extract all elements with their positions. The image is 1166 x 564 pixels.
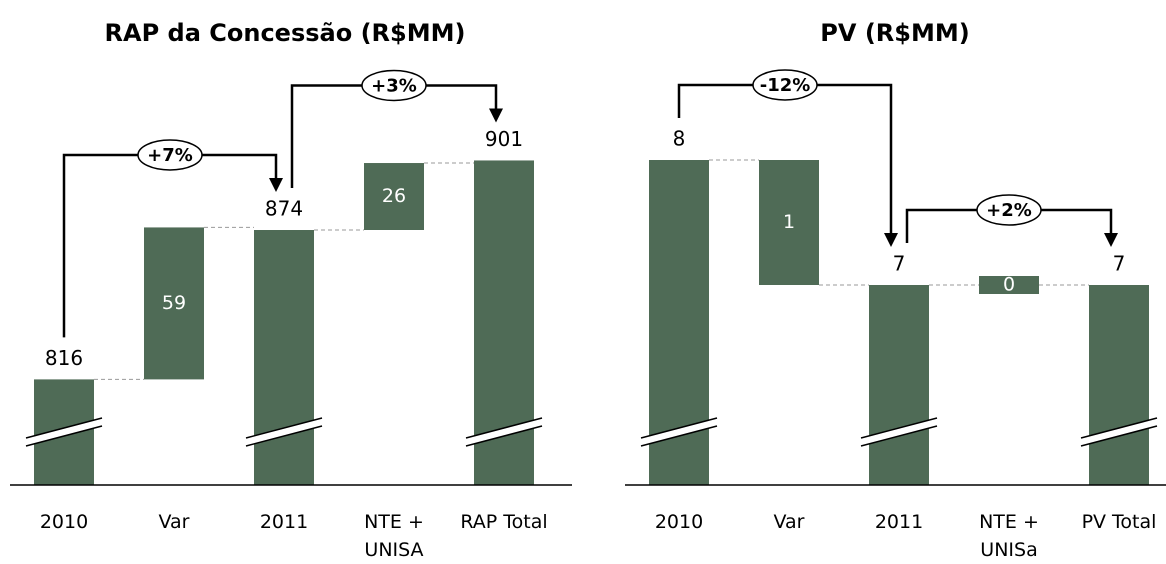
- value-label: 901: [485, 127, 523, 151]
- value-label: 874: [265, 197, 303, 221]
- axis-break-line: [25, 417, 103, 439]
- annotation: +7%: [147, 145, 193, 166]
- category-label: 2011: [874, 511, 924, 533]
- bar: [979, 276, 1039, 294]
- arrow-head: [489, 108, 503, 123]
- category-label: NTE + UNISa: [979, 511, 1039, 561]
- axis-break: [246, 418, 322, 446]
- bar: [254, 230, 314, 485]
- axis-break-line: [245, 425, 323, 447]
- axis-break-line: [640, 425, 718, 447]
- bar: [1089, 285, 1149, 485]
- category-label: 2010: [654, 511, 704, 533]
- axis-break: [1081, 418, 1157, 446]
- x-tick-label: NTE + UNISA: [364, 511, 424, 561]
- annotation: +2%: [986, 200, 1032, 221]
- value-label: 59: [162, 292, 186, 314]
- annotation-bubble: [752, 69, 818, 101]
- axis-break-line: [25, 425, 103, 447]
- bar: [759, 160, 819, 285]
- axis-break: [26, 418, 102, 446]
- category-label: RAP Total: [460, 511, 548, 533]
- annotation-bubble: [361, 69, 427, 102]
- category-label: PV Total: [1081, 511, 1157, 533]
- axis-break: [466, 418, 542, 446]
- axis-break-line: [465, 425, 543, 447]
- value-label: 7: [893, 252, 906, 276]
- axis-break-line: [1080, 425, 1158, 447]
- annotation-bubble: [137, 139, 203, 171]
- axis-break-line: [640, 417, 718, 439]
- value-label: 7: [1113, 252, 1126, 276]
- value-label: 1: [783, 211, 795, 233]
- category-label: 2010: [39, 511, 89, 533]
- axis-break-line: [465, 417, 543, 439]
- arrow-head: [1104, 233, 1118, 247]
- annotation: +3%: [371, 75, 417, 96]
- x-tick-label: Var: [158, 511, 190, 533]
- x-tick-label: PV Total: [1081, 511, 1157, 533]
- category-label: Var: [158, 511, 190, 533]
- arrow-head: [884, 233, 898, 247]
- chart-title: RAP da Concessão (R$MM): [105, 19, 466, 47]
- x-tick-label: 2010: [654, 511, 704, 533]
- axis-break-line: [245, 417, 323, 439]
- value-label: 816: [45, 346, 83, 370]
- x-tick-label: 2010: [39, 511, 89, 533]
- bar: [364, 163, 424, 230]
- x-tick-label: Var: [773, 511, 805, 533]
- axis-break-line: [860, 425, 938, 447]
- axis-break-line: [1080, 417, 1158, 439]
- category-label: 2011: [259, 511, 309, 533]
- axis-break: [641, 418, 717, 446]
- value-label: 8: [673, 127, 686, 151]
- x-tick-label: 2011: [259, 511, 309, 533]
- category-label: NTE + UNISA: [364, 511, 424, 561]
- arrow-head: [269, 178, 283, 192]
- x-tick-label: 2011: [874, 511, 924, 533]
- x-tick-label: NTE + UNISa: [979, 511, 1039, 561]
- chart-title: PV (R$MM): [820, 19, 969, 47]
- x-tick-label: RAP Total: [460, 511, 548, 533]
- bar: [144, 227, 204, 380]
- value-label: 0: [1003, 274, 1015, 296]
- value-label: 26: [382, 185, 406, 207]
- bar: [869, 285, 929, 485]
- category-label: Var: [773, 511, 805, 533]
- annotation: -12%: [760, 75, 811, 96]
- axis-break: [861, 418, 937, 446]
- annotation-bubble: [976, 194, 1042, 226]
- axis-break-line: [860, 417, 938, 439]
